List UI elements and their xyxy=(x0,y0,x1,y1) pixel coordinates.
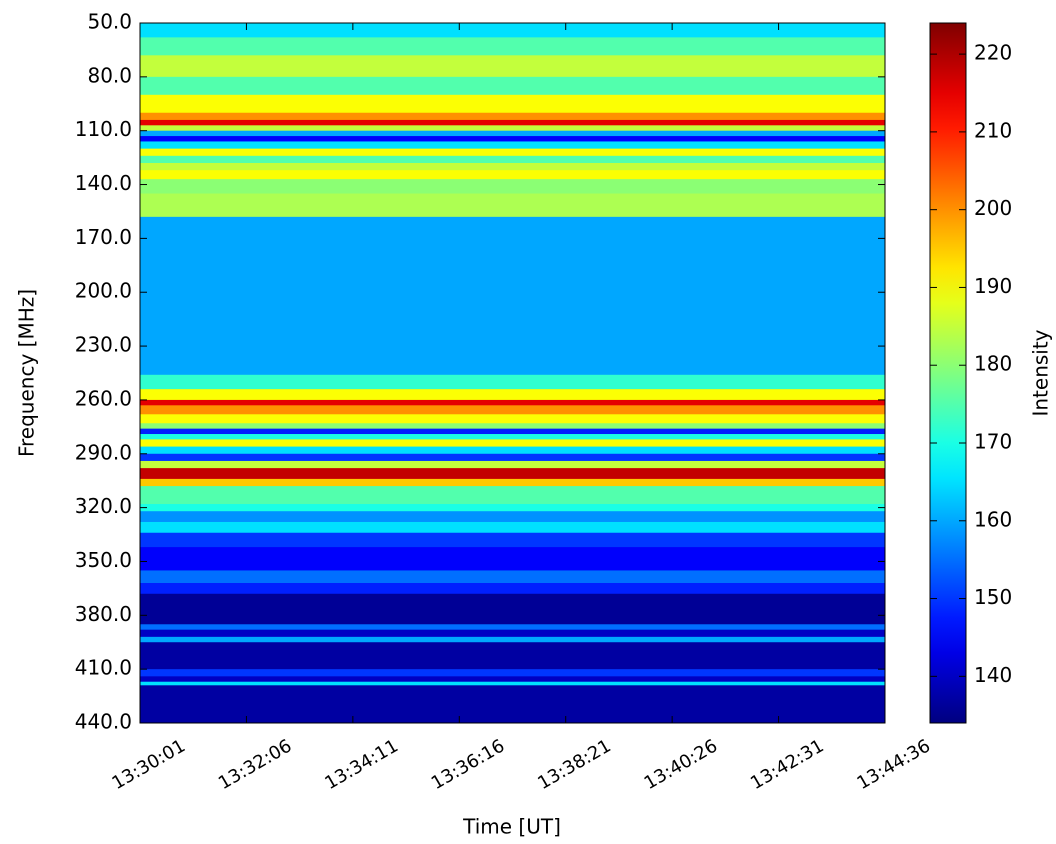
colorbar-tick-label: 190 xyxy=(974,274,1012,298)
spectrum-band xyxy=(140,55,885,78)
x-tick-label: 13:38:21 xyxy=(534,735,615,794)
colorbar-tick-label: 210 xyxy=(974,118,1012,142)
spectrum-band xyxy=(140,478,885,487)
x-tick-label: 13:42:31 xyxy=(747,735,828,794)
y-tick-label: 320.0 xyxy=(75,494,132,518)
spectrum-band xyxy=(140,193,885,218)
x-axis-label: Time [UT] xyxy=(462,815,561,839)
spectrum-band xyxy=(140,460,885,469)
x-tick-label: 13:36:16 xyxy=(428,735,509,794)
y-tick-label: 290.0 xyxy=(75,440,132,464)
y-tick-label: 50.0 xyxy=(87,10,132,34)
spectrum-band xyxy=(140,636,885,643)
spectrum-band xyxy=(140,532,885,548)
spectrum-band xyxy=(140,399,885,406)
y-tick-label: 110.0 xyxy=(75,117,132,141)
spectrum-band xyxy=(140,125,885,132)
spectrum-band xyxy=(140,676,885,683)
y-tick-label: 260.0 xyxy=(75,386,132,410)
spectrum-band xyxy=(140,374,885,390)
spectrum-band xyxy=(140,434,885,440)
spectrum-band xyxy=(140,521,885,534)
spectrum-band xyxy=(140,414,885,424)
spectrum-band xyxy=(140,389,885,401)
spectrum-band xyxy=(140,119,885,126)
y-tick-label: 350.0 xyxy=(75,548,132,572)
y-tick-label: 200.0 xyxy=(75,279,132,303)
spectrum-band xyxy=(140,468,885,480)
colorbar-tick-label: 200 xyxy=(974,196,1012,220)
y-tick-label: 440.0 xyxy=(75,710,132,734)
spectrum-band xyxy=(140,624,885,631)
spectrum-band xyxy=(140,486,885,505)
y-tick-label: 380.0 xyxy=(75,602,132,626)
colorbar-label: Intensity xyxy=(1029,329,1053,416)
spectrum-band xyxy=(140,170,885,180)
spectrum-band xyxy=(140,148,885,157)
x-tick-label: 13:32:06 xyxy=(215,735,296,794)
spectrum-band xyxy=(140,136,885,142)
spectrum-band xyxy=(140,76,885,96)
spectrum-band xyxy=(140,37,885,56)
spectrum-band xyxy=(140,504,885,512)
spectrum-band xyxy=(140,629,885,638)
spectrum-band xyxy=(140,216,885,376)
spectrum-band xyxy=(140,439,885,448)
spectrum-band xyxy=(140,94,885,114)
colorbar-tick-label: 220 xyxy=(974,41,1012,65)
y-tick-label: 140.0 xyxy=(75,171,132,195)
spectrum-band xyxy=(140,681,885,686)
spectrum-band xyxy=(140,141,885,150)
spectrum-band xyxy=(140,423,885,430)
colorbar xyxy=(929,22,967,724)
plot-frame xyxy=(139,22,886,724)
spectrum-band xyxy=(140,155,885,164)
spectrum-band xyxy=(140,179,885,195)
y-tick-label: 80.0 xyxy=(87,63,132,87)
colorbar-tick-label: 140 xyxy=(974,663,1012,687)
spectrum-band xyxy=(140,453,885,462)
spectrum-band xyxy=(140,130,885,137)
spectrum-band xyxy=(140,23,885,38)
spectrum-band xyxy=(140,112,885,121)
spectrum-band xyxy=(140,570,885,584)
colorbar-tick-label: 150 xyxy=(974,585,1012,609)
y-tick-label: 170.0 xyxy=(75,225,132,249)
spectrum-band xyxy=(140,593,885,625)
spectrum-band xyxy=(140,163,885,171)
spectrum-band xyxy=(140,583,885,595)
x-tick-label: 13:40:26 xyxy=(641,735,722,794)
x-tick-label: 13:44:36 xyxy=(853,735,934,794)
spectrum-band xyxy=(140,405,885,415)
colorbar-tick-label: 170 xyxy=(974,430,1012,454)
spectrum-band xyxy=(140,669,885,677)
y-tick-label: 230.0 xyxy=(75,333,132,357)
spectrum-band xyxy=(140,685,885,724)
colorbar-tick-label: 180 xyxy=(974,352,1012,376)
spectrum-band xyxy=(140,642,885,670)
y-axis-label: Frequency [MHz] xyxy=(15,289,39,457)
spectrum-band xyxy=(140,446,885,455)
spectrum-band xyxy=(140,547,885,571)
spectrum-band xyxy=(140,428,885,435)
x-tick-label: 13:34:11 xyxy=(321,735,402,794)
spectrum-band xyxy=(140,511,885,523)
colorbar-tick-label: 160 xyxy=(974,507,1012,531)
x-tick-label: 13:30:01 xyxy=(108,735,189,794)
y-tick-label: 410.0 xyxy=(75,656,132,680)
